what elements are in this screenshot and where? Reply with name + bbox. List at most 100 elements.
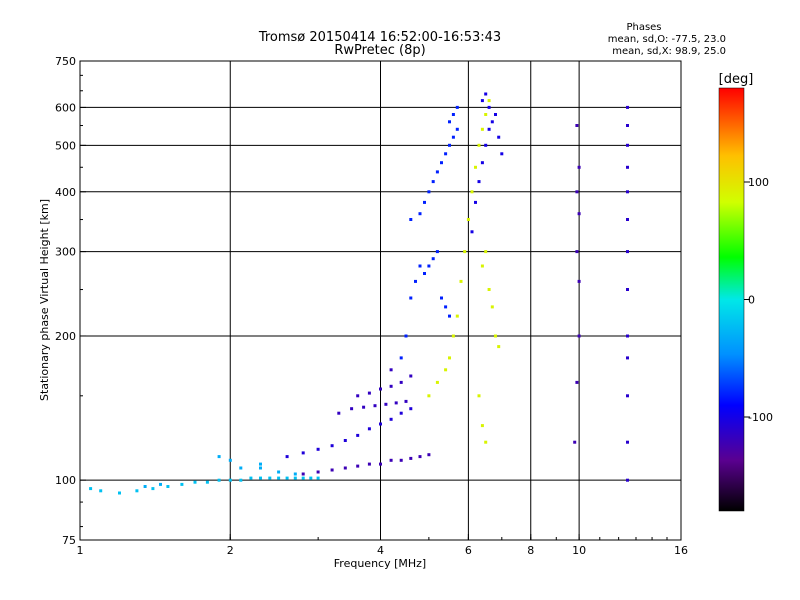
echo-point (409, 456, 413, 460)
echo-point (431, 180, 435, 184)
echo-point (389, 458, 393, 462)
x-tick-label: 8 (527, 544, 534, 557)
echo-point (484, 143, 488, 147)
echo-point (451, 113, 455, 116)
echo-point (277, 470, 281, 474)
echo-point (435, 170, 439, 174)
y-tick-label: 75 (62, 534, 76, 547)
echo-point (367, 462, 371, 466)
echo-point (249, 476, 253, 480)
echo-point (626, 394, 629, 398)
echo-point (626, 124, 629, 127)
echo-point (285, 476, 289, 480)
echo-point (135, 489, 139, 493)
echo-point (427, 190, 431, 194)
echo-point (409, 218, 413, 221)
x-tick-label: 4 (377, 544, 384, 557)
echo-point (205, 480, 209, 484)
echo-point (193, 480, 197, 484)
echo-point (444, 368, 448, 372)
echo-point (217, 455, 221, 459)
echo-point (455, 314, 459, 318)
echo-point (626, 143, 629, 147)
echo-point (239, 466, 243, 470)
echo-point (626, 440, 629, 444)
echo-point (151, 487, 155, 491)
echo-point (575, 250, 579, 254)
y-tick-label: 300 (55, 246, 76, 259)
echo-point (259, 462, 262, 466)
echo-point (362, 405, 366, 409)
echo-point (494, 113, 497, 116)
echo-point (259, 476, 262, 480)
echo-point (448, 120, 451, 124)
echo-point (435, 250, 439, 254)
echo-point (484, 92, 488, 96)
x-tick-label: 1 (77, 544, 84, 557)
echo-point (239, 478, 243, 482)
echo-point (477, 180, 481, 184)
echo-point (575, 380, 579, 384)
echo-point (451, 334, 455, 338)
colorbar-tick-label: 100 (748, 176, 769, 189)
echo-point (337, 411, 341, 415)
echo-point (459, 279, 463, 283)
echo-point (228, 478, 232, 482)
echo-point (316, 470, 320, 474)
echo-point (379, 422, 382, 426)
echo-point (487, 288, 491, 291)
echo-point (484, 113, 488, 116)
echo-point (373, 404, 377, 408)
echo-point (367, 391, 371, 395)
echo-point (409, 407, 413, 411)
colorbar-tick-label: 0 (748, 294, 755, 307)
echo-point (477, 394, 481, 398)
echo-point (448, 143, 451, 147)
echo-point (626, 288, 629, 291)
echo-point (490, 120, 494, 124)
echo-point (487, 99, 491, 103)
echo-point (418, 264, 422, 268)
echo-point (228, 458, 232, 462)
echo-point (577, 334, 581, 338)
echo-point (470, 230, 474, 234)
echo-point (494, 334, 497, 338)
echo-point (573, 440, 577, 444)
echo-point (480, 264, 484, 268)
echo-point (379, 462, 382, 466)
echo-point (575, 124, 579, 127)
echo-point (444, 305, 448, 309)
echo-point (399, 458, 403, 462)
colorbar-tick-label: -100 (748, 411, 773, 424)
echo-point (470, 190, 474, 194)
echo-point (389, 417, 393, 421)
echo-point (293, 472, 297, 476)
grid-lines (80, 61, 681, 540)
echo-point (484, 250, 488, 254)
echo-point (474, 200, 477, 204)
y-tick-label: 600 (55, 101, 76, 114)
echo-point (409, 374, 413, 378)
echo-point (480, 127, 484, 131)
echo-point (143, 485, 147, 488)
echo-point (418, 455, 422, 459)
y-axis-label: Stationary phase Virtual Height [km] (38, 199, 51, 401)
echo-point (399, 411, 403, 415)
y-tick-label: 400 (55, 186, 76, 199)
echo-point (577, 165, 581, 169)
echo-point (577, 212, 581, 216)
echo-point (309, 476, 313, 480)
x-axis-label: Frequency [MHz] (334, 557, 426, 570)
echo-point (626, 356, 629, 360)
scatter-points (89, 92, 629, 495)
echo-point (217, 478, 221, 482)
echo-point (389, 368, 393, 372)
echo-point (423, 200, 426, 204)
echo-point (166, 485, 170, 488)
echo-point (484, 440, 488, 444)
echo-point (99, 489, 103, 493)
echo-point (626, 334, 629, 338)
echo-point (180, 482, 184, 486)
x-tick-label: 10 (572, 544, 586, 557)
